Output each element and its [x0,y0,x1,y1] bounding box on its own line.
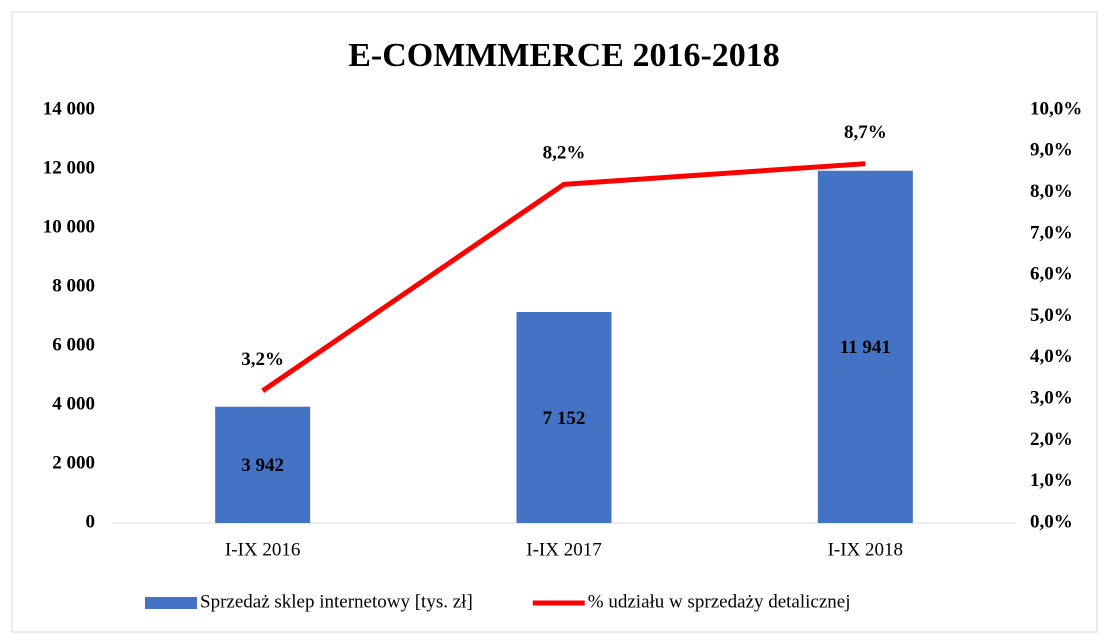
line [261,161,866,393]
y-tick-label: 8 000 [52,275,95,296]
data-label: 3,2% [241,349,284,370]
y2-tick-label: 1,0% [1030,470,1073,491]
data-label: 3 942 [241,455,284,476]
y-tick-label: 10 000 [43,216,95,237]
y2-tick-label: 2,0% [1030,429,1073,450]
y2-tick-label: 5,0% [1030,305,1073,326]
y2-tick-label: 7,0% [1030,222,1073,243]
y2-tick-label: 9,0% [1030,140,1073,161]
legend-label: Sprzedaż sklep internetowy [tys. zł] [200,591,473,612]
legend-swatch [145,597,197,609]
y2-tick-label: 3,0% [1030,387,1073,408]
x-tick-label: I-IX 2016 [225,539,300,560]
y-tick-label: 0 [86,511,96,532]
x-tick-label: I-IX 2018 [828,539,903,560]
y2-tick-label: 6,0% [1030,264,1073,285]
data-label: 11 941 [840,337,891,358]
legend-label: % udziału w sprzedaży detalicznej [588,591,851,612]
data-label: 8,7% [844,122,887,143]
bar [516,312,612,523]
y2-tick-label: 0,0% [1030,511,1073,532]
y-tick-label: 2 000 [52,452,95,473]
y-tick-label: 6 000 [52,334,95,355]
data-label: 7 152 [543,408,586,429]
y-tick-label: 14 000 [43,98,95,119]
x-tick-label: I-IX 2017 [526,539,601,560]
bar [817,170,913,524]
data-label: 8,2% [543,143,586,164]
chart-title: E-COMMMERCE 2016-2018 [348,37,780,74]
y2-tick-label: 8,0% [1030,181,1073,202]
y2-tick-label: 4,0% [1030,346,1073,367]
y2-tick-label: 10,0% [1030,98,1082,119]
bar [215,406,311,523]
y-tick-label: 4 000 [52,393,95,414]
y-tick-label: 12 000 [43,157,95,178]
